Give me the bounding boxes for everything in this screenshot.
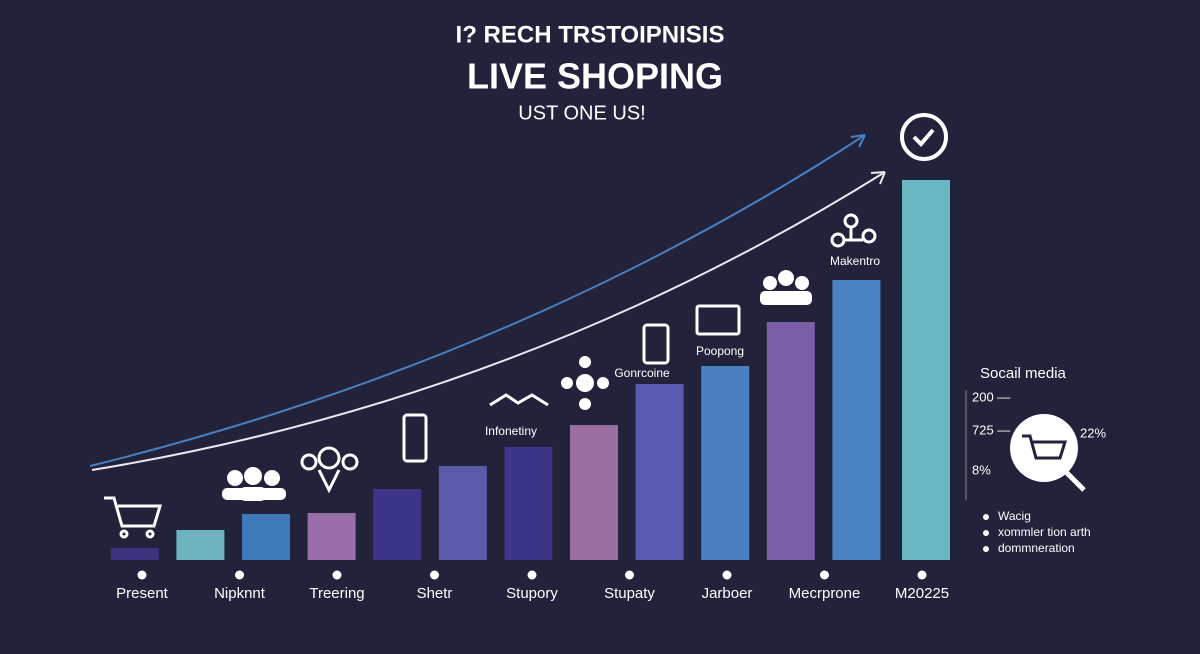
x-dot [820, 570, 829, 580]
people-icon [222, 467, 286, 501]
heading: I? RECH TRSTOIPNISIS [456, 21, 725, 48]
phone-icon [402, 413, 428, 463]
panel-item: 725 — [972, 422, 1010, 437]
bullet [983, 530, 989, 536]
bar [176, 530, 225, 560]
bar [373, 489, 422, 560]
network-icon [300, 446, 359, 494]
bar [110, 548, 159, 560]
bar [242, 514, 290, 560]
bar [635, 384, 684, 560]
annotation: Poopong [696, 344, 744, 358]
x-dot [527, 570, 537, 580]
group-icon [760, 270, 812, 305]
x-dot [625, 570, 634, 580]
bar [438, 466, 487, 560]
chart-title: LIVE SHOPING [467, 56, 723, 97]
panel-item: 200 — [972, 389, 1010, 404]
phone-cart-icon [642, 323, 670, 365]
bar [832, 280, 881, 560]
laptop-icon [695, 304, 741, 336]
annotation: Gonrcoine [614, 366, 670, 380]
panel-cursor [1064, 470, 1086, 492]
arrow-head [870, 171, 886, 185]
bar [570, 425, 618, 560]
x-dot [917, 570, 927, 580]
bar [902, 180, 950, 560]
hub-icon [561, 356, 609, 410]
bullet-text: dommneration [998, 541, 1075, 555]
side-panel: Socail media 200 — 725 — 8% 22% Wacig xo… [965, 365, 1106, 555]
x-dot [332, 570, 342, 580]
annotation: Infonetiny [485, 424, 537, 438]
panel-cart-circle [1010, 414, 1078, 482]
x-label: Nipknnt [214, 585, 266, 602]
bar [307, 513, 356, 560]
x-label: Stupaty [604, 585, 655, 602]
panel-item: 8% [972, 462, 991, 477]
flow-icon [830, 213, 877, 248]
x-label: Shetr [417, 585, 453, 602]
panel-title: Socail media [980, 365, 1067, 382]
bar [504, 447, 553, 560]
x-dot [137, 570, 147, 580]
x-dot [235, 570, 244, 580]
x-label: Treering [309, 585, 364, 602]
x-dot [430, 570, 439, 580]
panel-item: 22% [1080, 425, 1106, 440]
x-label: Mecrprone [789, 585, 861, 602]
trend-arrow [89, 134, 866, 467]
trend-arrow [91, 171, 886, 471]
x-label: Present [116, 585, 169, 602]
bullet [983, 514, 989, 520]
panel-cart [1022, 434, 1068, 460]
check-icon [900, 113, 948, 161]
x-label: M20225 [895, 585, 949, 602]
bullet-text: xommler tion arth [998, 525, 1091, 539]
subtitle: UST ONE US! [518, 102, 645, 124]
bullet-text: Wacig [998, 509, 1031, 523]
x-dot [722, 570, 732, 580]
handshake-icon [489, 393, 549, 407]
x-label: Jarboer [702, 585, 753, 602]
trend-arrows [89, 134, 886, 471]
bullet [983, 546, 989, 552]
arrow-head [850, 134, 866, 148]
annotation: Makentro [830, 254, 880, 268]
bar [701, 366, 750, 560]
cart-icon [104, 496, 163, 539]
bar [766, 322, 815, 560]
x-label: Stupory [506, 585, 558, 602]
